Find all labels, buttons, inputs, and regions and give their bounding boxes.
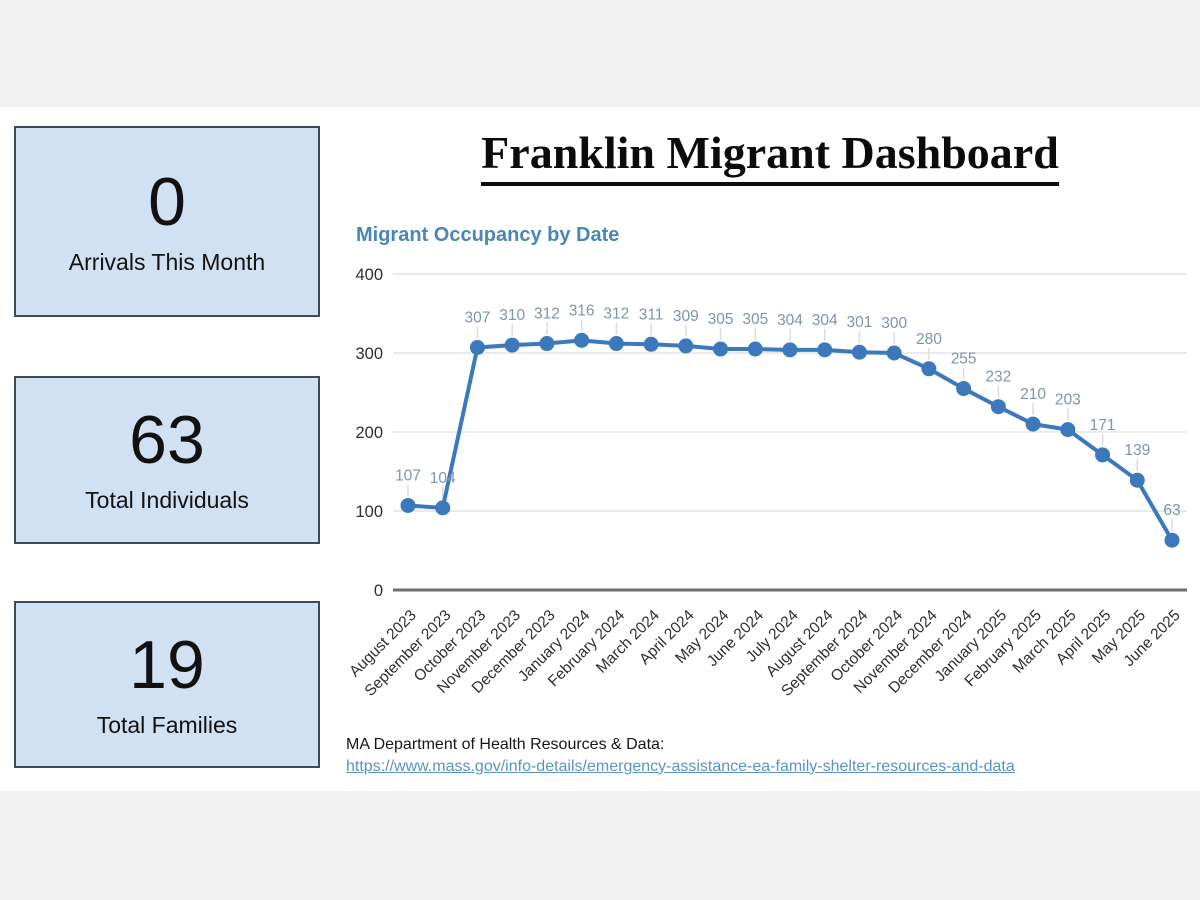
y-tick-label: 400: [355, 266, 383, 284]
data-point: [1164, 532, 1180, 548]
data-point: [435, 500, 451, 516]
data-label: 304: [812, 312, 838, 329]
data-point: [713, 341, 729, 357]
data-point: [921, 361, 937, 377]
data-point: [539, 336, 555, 352]
data-point: [504, 337, 520, 353]
occupancy-chart: 0 100 200 300 400 August 2023 September 2023 Oc…: [345, 256, 1200, 726]
total-individuals-value: 63: [129, 402, 205, 479]
data-point: [678, 338, 694, 354]
data-label: 316: [569, 302, 595, 319]
source-label: MA Department of Health Resources & Data…: [346, 736, 665, 753]
data-label: 232: [985, 369, 1011, 386]
data-label: 300: [881, 315, 907, 332]
data-label: 307: [465, 309, 491, 326]
data-point: [990, 399, 1006, 415]
y-tick-label: 100: [355, 503, 383, 521]
data-label: 280: [916, 331, 942, 348]
stat-card-arrivals-this-month: 0 Arrivals This Month: [14, 126, 320, 317]
data-point: [1060, 422, 1076, 438]
data-label: 107: [395, 467, 421, 484]
data-point: [817, 342, 833, 358]
data-point: [886, 345, 902, 361]
data-label: 311: [639, 306, 664, 323]
data-point: [851, 344, 867, 360]
y-tick-label: 200: [355, 424, 383, 442]
data-point: [1095, 447, 1111, 463]
arrivals-label: Arrivals This Month: [68, 248, 266, 275]
total-families-label: Total Families: [96, 711, 238, 738]
total-families-value: 19: [129, 626, 205, 703]
stat-card-total-families: 19 Total Families: [14, 601, 320, 768]
data-label: 63: [1163, 502, 1180, 519]
data-label: 210: [1020, 386, 1046, 403]
data-point: [782, 342, 798, 358]
data-label: 255: [951, 351, 977, 368]
data-source: MA Department of Health Resources & Data…: [346, 734, 1186, 777]
page-title: Franklin Migrant Dashboard: [345, 126, 1195, 186]
y-tick-label: 300: [355, 345, 383, 363]
data-label: 305: [708, 311, 734, 328]
data-point: [469, 339, 485, 355]
data-label: 203: [1055, 392, 1081, 409]
data-point: [1129, 472, 1145, 488]
total-individuals-label: Total Individuals: [85, 487, 249, 514]
data-label: 312: [603, 306, 629, 323]
data-point: [747, 341, 763, 357]
data-point: [608, 336, 624, 352]
series-line: [407, 338, 1174, 542]
data-label: 312: [534, 306, 560, 323]
data-label: 104: [430, 470, 456, 487]
y-tick-label: 0: [374, 582, 383, 600]
data-label: 304: [777, 312, 803, 329]
data-label: 171: [1090, 417, 1116, 434]
data-point: [956, 381, 972, 397]
data-label: 301: [847, 314, 873, 331]
stat-card-total-individuals: 63 Total Individuals: [14, 376, 320, 544]
data-point: [574, 332, 590, 348]
data-point: [1025, 416, 1041, 432]
data-label: 139: [1124, 442, 1150, 459]
chart-title: Migrant Occupancy by Date: [356, 224, 620, 246]
data-label: 305: [742, 311, 768, 328]
data-label: 310: [499, 307, 525, 324]
data-point: [643, 336, 659, 352]
data-point: [400, 497, 416, 513]
data-label: 309: [673, 308, 699, 325]
arrivals-value: 0: [148, 163, 186, 240]
source-link[interactable]: https://www.mass.gov/info-details/emerge…: [346, 757, 1015, 775]
